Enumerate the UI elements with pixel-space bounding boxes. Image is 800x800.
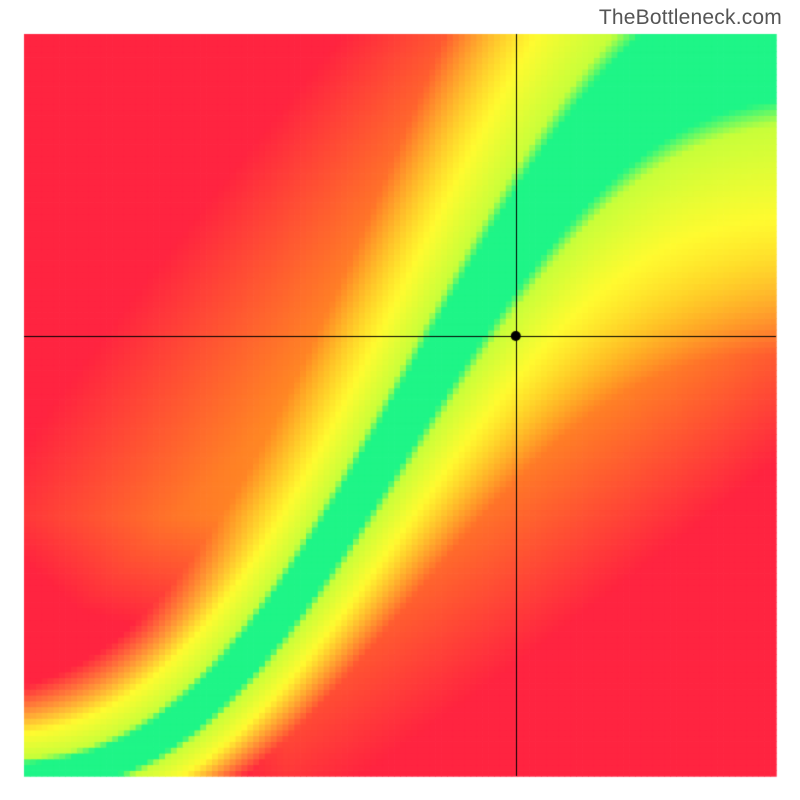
bottleneck-heatmap bbox=[0, 0, 800, 800]
watermark-text: TheBottleneck.com bbox=[599, 6, 782, 30]
